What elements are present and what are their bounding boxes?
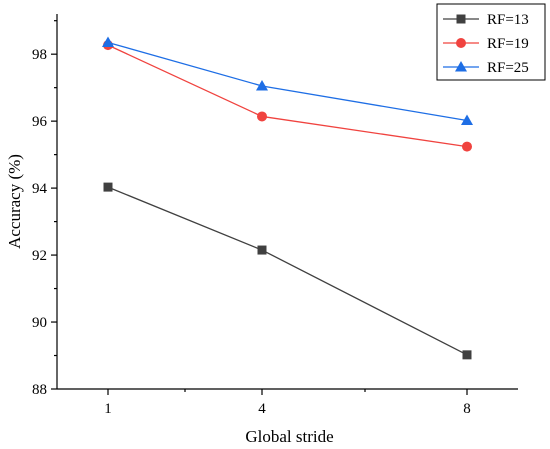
series-rf-19-line bbox=[107, 44, 468, 148]
x-tick-label: 4 bbox=[258, 401, 266, 417]
legend-item-rf-13-label: RF=13 bbox=[487, 12, 529, 28]
series-rf-25-point bbox=[461, 114, 473, 125]
series-rf-13-point bbox=[257, 245, 267, 255]
y-tick-label: 94 bbox=[32, 181, 48, 197]
y-axis-title: Accuracy (%) bbox=[5, 154, 24, 249]
y-tick-label: 88 bbox=[32, 382, 47, 398]
legend-item-rf-19-label: RF=19 bbox=[487, 36, 529, 52]
legend-item-rf-13-swatch-marker bbox=[456, 14, 466, 24]
series-rf-19-point bbox=[462, 141, 472, 152]
series-rf-13-point bbox=[103, 182, 113, 192]
legend-item-rf-19: RF=19 bbox=[443, 36, 529, 52]
axes: 88 90 92 94 96 98 1 4 8 Global stride Accuracy (%) bbox=[5, 14, 518, 446]
series-rf-25-point bbox=[102, 36, 114, 47]
series-rf-13-line bbox=[107, 186, 468, 356]
series-rf-25-line bbox=[107, 41, 468, 122]
legend-item-rf-25: RF=25 bbox=[443, 60, 529, 76]
legend-item-rf-13: RF=13 bbox=[443, 12, 529, 28]
legend-item-rf-19-swatch-marker bbox=[456, 38, 466, 48]
series-rf-25-point bbox=[256, 79, 268, 91]
x-tick-label: 8 bbox=[463, 401, 471, 417]
plot-area bbox=[102, 36, 473, 360]
legend: RF=13 RF=19 RF=25 bbox=[436, 3, 546, 81]
series-rf-25 bbox=[102, 36, 473, 125]
series-rf-13 bbox=[103, 182, 472, 360]
series-rf-19-point bbox=[257, 111, 267, 122]
y-tick-label: 96 bbox=[32, 114, 48, 130]
x-tick-label: 1 bbox=[104, 401, 112, 417]
series-rf-13-point bbox=[462, 350, 472, 360]
y-tick-label: 90 bbox=[32, 315, 47, 331]
legend-item-rf-25-label: RF=25 bbox=[487, 60, 529, 76]
y-tick-label: 98 bbox=[32, 47, 47, 63]
y-tick-label: 92 bbox=[32, 248, 47, 264]
legend-item-rf-25-swatch-marker bbox=[455, 61, 467, 72]
x-axis-title: Global stride bbox=[245, 427, 333, 446]
